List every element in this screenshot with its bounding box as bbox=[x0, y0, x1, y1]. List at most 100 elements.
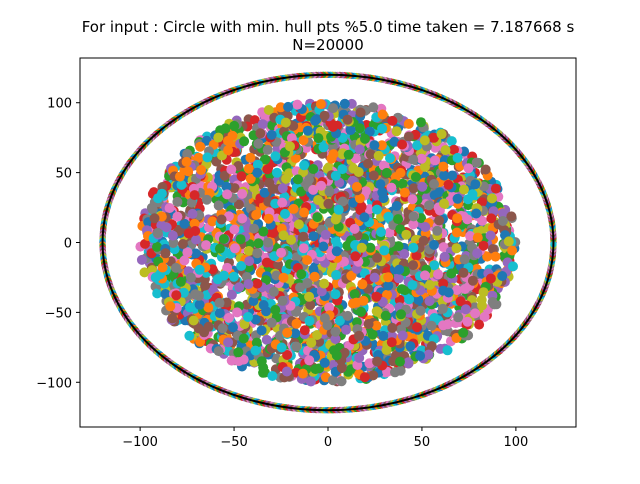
data-point bbox=[258, 300, 269, 310]
data-point bbox=[331, 270, 342, 280]
data-point bbox=[230, 243, 240, 254]
data-point bbox=[239, 136, 250, 147]
data-point bbox=[278, 230, 289, 241]
data-point bbox=[467, 275, 478, 286]
data-point bbox=[167, 230, 178, 241]
data-point bbox=[223, 312, 234, 323]
data-point bbox=[442, 345, 453, 356]
data-point bbox=[487, 297, 498, 307]
data-point bbox=[214, 297, 225, 308]
data-point bbox=[281, 366, 292, 377]
data-point bbox=[177, 239, 188, 249]
data-point bbox=[273, 259, 284, 270]
data-point bbox=[420, 222, 431, 232]
data-point bbox=[312, 330, 323, 340]
data-point bbox=[263, 237, 273, 248]
data-point bbox=[451, 243, 462, 254]
data-point bbox=[218, 234, 229, 244]
data-point bbox=[182, 247, 193, 258]
data-point bbox=[363, 319, 374, 329]
data-point bbox=[243, 163, 254, 174]
data-point bbox=[292, 99, 303, 110]
data-point bbox=[196, 165, 207, 175]
data-point bbox=[167, 313, 178, 324]
data-point bbox=[506, 211, 517, 222]
data-point bbox=[395, 167, 406, 178]
data-point bbox=[234, 282, 245, 293]
data-point bbox=[403, 131, 414, 142]
data-point bbox=[446, 136, 457, 147]
data-point bbox=[486, 213, 497, 224]
data-point bbox=[399, 249, 410, 259]
data-point bbox=[324, 186, 335, 197]
data-point bbox=[429, 132, 439, 143]
data-point bbox=[389, 136, 400, 147]
data-point bbox=[168, 238, 179, 248]
data-point bbox=[298, 231, 309, 242]
data-point bbox=[383, 272, 394, 283]
data-point bbox=[183, 228, 194, 239]
data-point bbox=[223, 145, 234, 156]
data-point bbox=[324, 302, 335, 313]
data-point bbox=[286, 234, 297, 245]
data-point bbox=[315, 99, 326, 110]
data-point bbox=[330, 334, 341, 344]
data-point bbox=[408, 183, 419, 194]
data-point bbox=[250, 345, 261, 356]
data-point bbox=[420, 161, 430, 172]
data-point bbox=[328, 121, 338, 132]
data-point bbox=[355, 107, 366, 118]
data-point bbox=[260, 154, 271, 165]
data-point bbox=[176, 179, 187, 190]
data-point bbox=[397, 178, 408, 189]
data-point bbox=[203, 321, 214, 332]
data-point bbox=[213, 132, 224, 143]
data-point bbox=[237, 188, 248, 199]
data-point bbox=[262, 144, 273, 155]
data-point bbox=[364, 204, 375, 215]
data-point bbox=[459, 184, 469, 195]
data-point bbox=[387, 322, 398, 333]
data-point bbox=[405, 341, 416, 352]
data-point bbox=[178, 287, 189, 298]
data-point bbox=[467, 189, 478, 200]
data-point bbox=[140, 238, 150, 249]
data-point bbox=[171, 262, 181, 273]
data-point bbox=[354, 330, 364, 341]
data-point bbox=[376, 227, 386, 237]
data-point bbox=[181, 156, 192, 167]
data-point bbox=[267, 183, 278, 194]
data-point bbox=[354, 352, 365, 363]
data-point bbox=[229, 120, 240, 131]
data-point bbox=[316, 286, 327, 297]
data-point bbox=[412, 322, 422, 333]
data-point bbox=[416, 153, 427, 164]
data-point bbox=[252, 159, 263, 170]
data-point bbox=[487, 193, 497, 204]
data-point bbox=[305, 300, 316, 310]
data-point bbox=[508, 261, 518, 272]
data-point bbox=[359, 372, 370, 383]
data-point bbox=[186, 197, 197, 208]
data-point bbox=[349, 223, 360, 234]
data-point bbox=[171, 290, 182, 301]
data-point bbox=[290, 153, 301, 164]
data-point bbox=[316, 180, 327, 191]
data-point bbox=[482, 251, 493, 262]
data-point bbox=[412, 140, 423, 151]
data-point bbox=[245, 173, 256, 184]
data-point bbox=[380, 310, 391, 321]
data-point bbox=[333, 204, 344, 215]
data-point bbox=[149, 213, 160, 224]
data-point bbox=[341, 324, 352, 335]
data-point bbox=[342, 310, 353, 321]
data-point bbox=[391, 126, 402, 137]
data-point bbox=[175, 276, 186, 287]
data-point bbox=[285, 141, 295, 152]
data-point bbox=[257, 119, 268, 130]
data-point bbox=[291, 341, 302, 352]
x-tick-label: −100 bbox=[122, 435, 158, 450]
data-point bbox=[443, 179, 454, 190]
data-point bbox=[498, 208, 509, 219]
data-point bbox=[203, 302, 214, 313]
